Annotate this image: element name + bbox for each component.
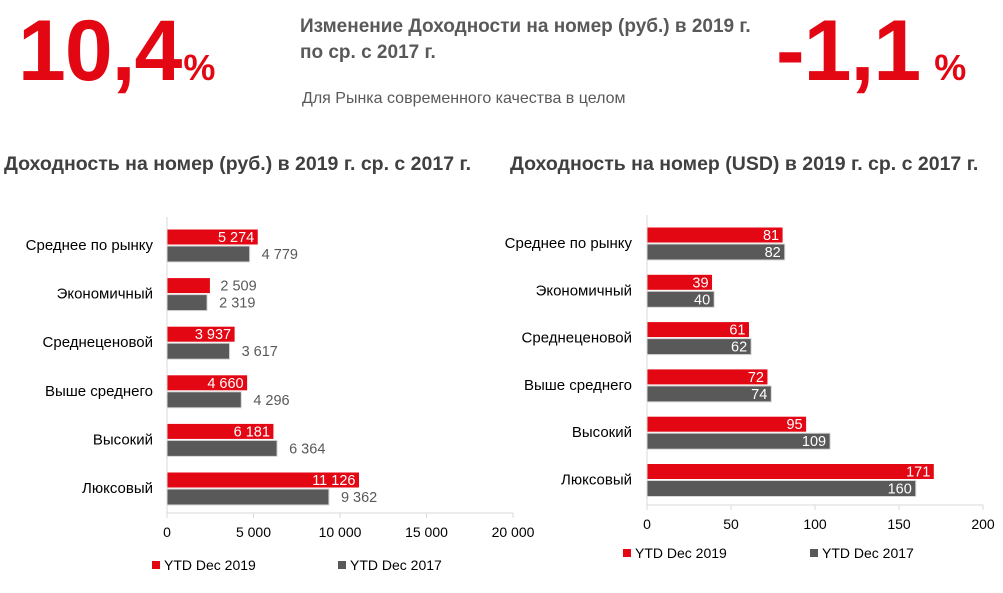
bar-chart-rub: Среднее по рынку 5 274 4 779 Экономичный 2 5…: [26, 217, 535, 573]
data-label-2019: 4 660: [207, 376, 243, 392]
bar-2017: [166, 488, 330, 506]
subheadline: Для Рынка современного качества в целом: [302, 90, 626, 107]
legend-swatch-2019: [623, 549, 631, 557]
category-label: Экономичный: [536, 282, 632, 299]
revenue-change-market: -1,1%: [776, 8, 966, 94]
category-label: Экономичный: [57, 286, 153, 303]
bar-2019: [646, 415, 808, 433]
bar-2017: [166, 245, 251, 263]
category-label: Люксовый: [561, 472, 632, 489]
x-tick-label: 150: [887, 516, 911, 532]
revenue-change-rub-unit: %: [183, 47, 216, 88]
data-label-2019: 39: [692, 275, 708, 291]
x-tick-label: 100: [803, 516, 827, 532]
legend-label-2019: YTD Dec 2019: [635, 545, 727, 561]
x-tick-label: 0: [643, 516, 651, 532]
category-label: Среднее по рынку: [26, 237, 154, 254]
bar-2017: [646, 480, 917, 497]
data-label-2019: 6 181: [234, 424, 270, 440]
data-label-2019: 2 509: [220, 279, 256, 295]
bar-2017: [166, 439, 278, 457]
x-tick-label: 200: [971, 516, 995, 532]
data-label-2019: 5 274: [218, 230, 254, 246]
data-label-2019: 81: [763, 228, 779, 244]
legend-label-2019: YTD Dec 2019: [164, 557, 256, 573]
data-label-2017: 4 779: [262, 247, 298, 263]
category-label: Выше среднего: [524, 377, 632, 394]
revenue-change-market-unit: %: [934, 47, 967, 88]
data-label-2017: 109: [802, 434, 826, 450]
data-label-2017: 62: [731, 340, 747, 356]
data-label-2017: 6 364: [289, 441, 325, 457]
data-label-2017: 40: [694, 292, 710, 308]
chart-title-usd: Доходность на номер (USD) в 2019 г. ср. …: [510, 153, 979, 175]
headline: Изменение Доходности на номер (руб.) в 2…: [300, 16, 751, 63]
bar-2017: [166, 294, 208, 312]
x-tick-label: 15 000: [405, 524, 448, 540]
bar-2017: [166, 342, 231, 360]
bar-2017: [166, 391, 242, 409]
data-label-2017: 9 362: [341, 490, 377, 506]
category-label: Высокий: [572, 424, 632, 441]
data-label-2019: 3 937: [195, 327, 231, 343]
data-label-2017: 82: [765, 245, 781, 261]
x-tick-label: 5 000: [236, 524, 271, 540]
data-label-2019: 11 126: [312, 473, 355, 489]
legend-label-2017: YTD Dec 2017: [822, 545, 914, 561]
revenue-change-rub-value: 10,4: [18, 3, 182, 99]
data-label-2017: 3 617: [242, 344, 278, 360]
category-label: Среднее по рынку: [505, 235, 633, 252]
bar-2019: [646, 463, 935, 480]
data-label-2017: 160: [888, 482, 912, 498]
data-label-2019: 95: [786, 417, 802, 433]
data-label-2017: 74: [751, 387, 767, 403]
legend-label-2017: YTD Dec 2017: [350, 557, 442, 573]
data-label-2019: 61: [729, 323, 745, 339]
category-label: Среднеценовой: [522, 330, 632, 347]
legend-swatch-2017: [810, 549, 818, 557]
x-tick-label: 50: [723, 516, 739, 532]
x-tick-label: 20 000: [492, 524, 535, 540]
category-label: Выше среднего: [45, 383, 153, 400]
x-tick-label: 0: [163, 524, 171, 540]
data-label-2017: 4 296: [253, 393, 289, 409]
x-tick-label: 10 000: [319, 524, 362, 540]
bar-2019: [166, 277, 211, 295]
chart-title-rub: Доходность на номер (руб.) в 2019 г. ср.…: [4, 153, 472, 175]
category-label: Высокий: [93, 431, 153, 448]
legend-swatch-2017: [338, 561, 346, 569]
data-label-2017: 2 319: [219, 296, 255, 312]
legend-swatch-2019: [152, 561, 160, 569]
data-label-2019: 171: [906, 465, 930, 481]
revenue-change-rub: 10,4%: [18, 8, 215, 94]
data-label-2019: 72: [748, 370, 764, 386]
category-label: Среднеценовой: [43, 334, 153, 351]
category-label: Люксовый: [82, 480, 153, 497]
revenue-change-market-value: -1,1: [776, 3, 921, 99]
